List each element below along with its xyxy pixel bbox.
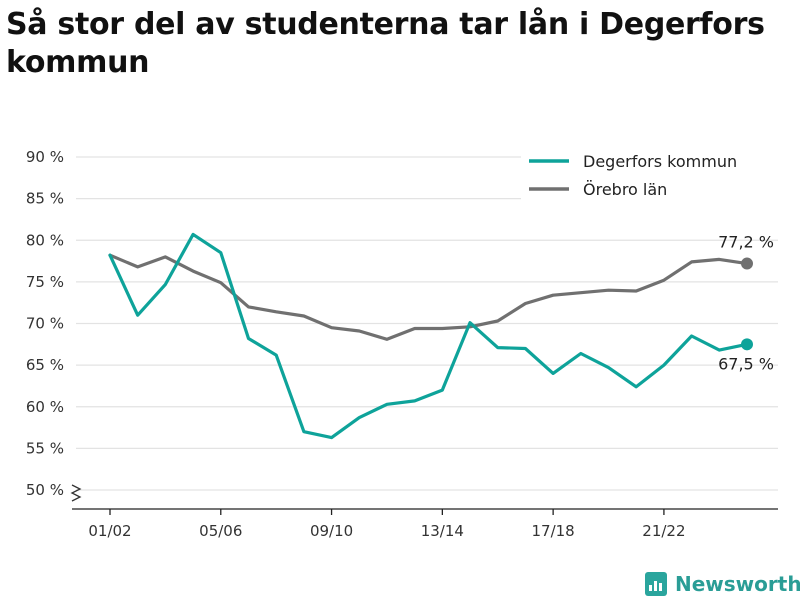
newsworthy-logo-icon bbox=[645, 572, 667, 596]
brand-logo[interactable]: Newsworthy bbox=[645, 570, 800, 598]
x-tick-label: 01/02 bbox=[88, 522, 131, 540]
legend: Degerfors kommun Örebro län bbox=[521, 146, 779, 204]
x-tick-label: 21/22 bbox=[642, 522, 685, 540]
y-tick-label: 60 % bbox=[26, 398, 64, 416]
legend-label: Degerfors kommun bbox=[583, 152, 737, 171]
x-tick-label: 05/06 bbox=[199, 522, 242, 540]
series-endpoint-marker bbox=[741, 338, 753, 351]
y-axis-break-icon bbox=[70, 484, 82, 502]
series-line bbox=[108, 253, 749, 341]
y-tick-label: 90 % bbox=[26, 148, 64, 166]
y-tick-label: 80 % bbox=[26, 231, 64, 249]
x-tick-label: 17/18 bbox=[532, 522, 575, 540]
y-axis-ticks: 50 % 55 % 60 % 65 % 70 % 75 % 80 % 85 % 90 % bbox=[26, 148, 82, 502]
series-end-label: 67,5 % bbox=[718, 354, 774, 373]
brand-name: Newsworthy bbox=[675, 572, 800, 596]
chart-title: Så stor del av studenterna tar lån i Deg… bbox=[6, 7, 765, 80]
x-axis-ticks: 01/02 05/06 09/10 13/14 17/18 21/22 bbox=[88, 509, 686, 540]
legend-background bbox=[521, 146, 779, 204]
y-tick-label: 55 % bbox=[26, 439, 64, 457]
y-tick-label: 65 % bbox=[26, 356, 64, 374]
series-lines bbox=[108, 232, 749, 440]
series-endpoint-marker bbox=[741, 257, 753, 270]
series-endpoints: 77,2 % 67,5 % bbox=[718, 233, 774, 374]
series-line bbox=[108, 232, 749, 440]
gridlines bbox=[76, 156, 778, 491]
x-tick-label: 13/14 bbox=[421, 522, 464, 540]
y-tick-label: 85 % bbox=[26, 190, 64, 208]
series-end-label: 77,2 % bbox=[718, 233, 774, 252]
y-tick-label: 75 % bbox=[26, 273, 64, 291]
y-tick-label: 50 % bbox=[26, 481, 64, 499]
y-tick-label: 70 % bbox=[26, 315, 64, 333]
legend-label: Örebro län bbox=[583, 180, 667, 199]
x-tick-label: 09/10 bbox=[310, 522, 353, 540]
